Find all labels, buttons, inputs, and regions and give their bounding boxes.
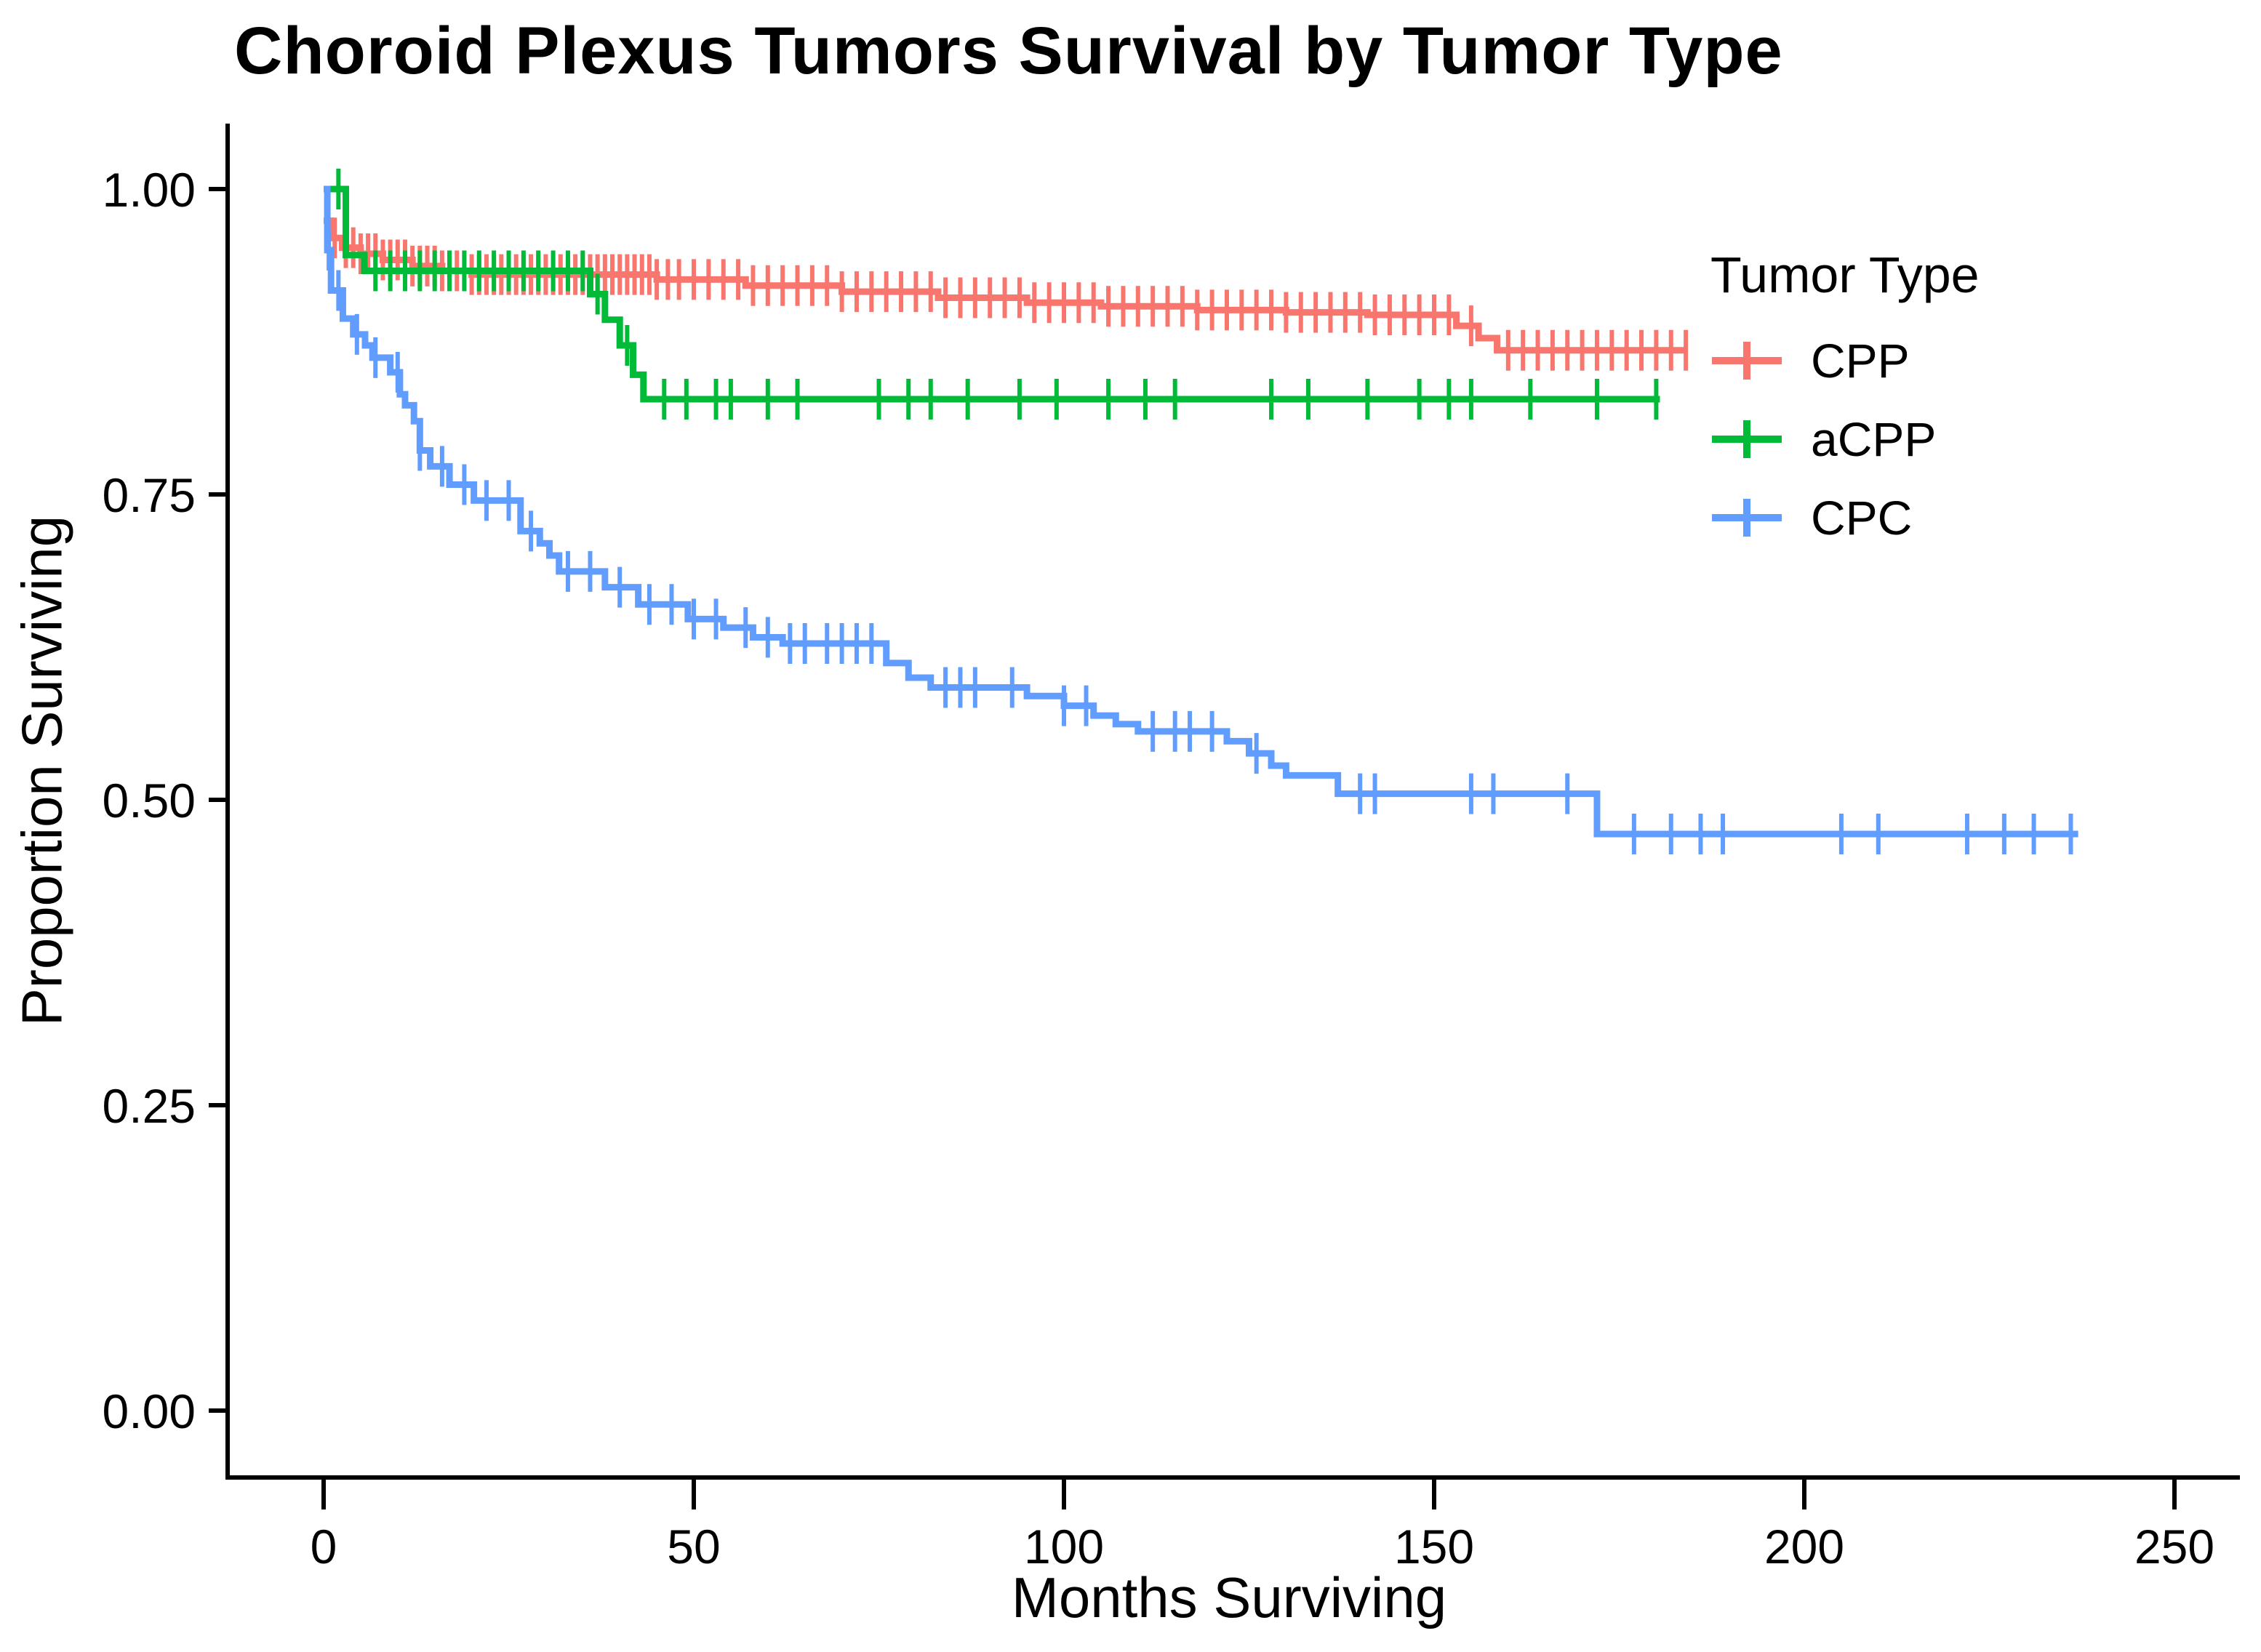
legend-label-CPC: CPC [1811, 491, 1913, 545]
legend-item-CPC: CPC [1710, 480, 2220, 556]
legend-label-aCPP: aCPP [1811, 412, 1937, 466]
series-aCPP-curve [324, 185, 1660, 403]
legend-item-CPP: CPP [1710, 323, 2220, 398]
legend-items: CPP aCPP CPC [1710, 323, 2220, 556]
y-tick-label: 0.50 [103, 774, 196, 827]
legend-marker-cross-icon [1712, 420, 1782, 458]
x-tick-label: 150 [1394, 1520, 1474, 1573]
legend-label-CPP: CPP [1811, 334, 1910, 388]
y-tick-label: 1.00 [103, 163, 196, 217]
chart-title: Choroid Plexus Tumors Survival by Tumor … [234, 14, 1783, 88]
y-tick-label: 0.75 [103, 468, 196, 522]
x-tick-label: 200 [1764, 1520, 1844, 1573]
x-axis-title: Months Surviving [1011, 1565, 1447, 1629]
y-tick-label: 0.25 [103, 1079, 196, 1133]
legend-title: Tumor Type [1710, 246, 1980, 303]
legend-item-aCPP: aCPP [1710, 401, 2220, 477]
legend: Tumor Type CPP aCPP CPC [1710, 246, 2220, 556]
x-tick-label: 50 [667, 1520, 720, 1573]
x-tick-label: 100 [1024, 1520, 1104, 1573]
x-tick-label: 0 [311, 1520, 337, 1573]
legend-marker-cross-icon [1712, 499, 1782, 537]
x-tick-label: 250 [2134, 1520, 2214, 1573]
legend-marker-cross-icon [1712, 342, 1782, 380]
y-tick-label: 0.00 [103, 1384, 196, 1438]
